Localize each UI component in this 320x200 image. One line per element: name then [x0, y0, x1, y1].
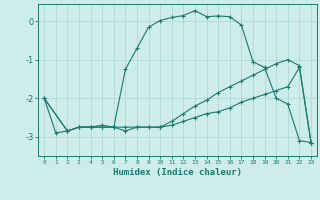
X-axis label: Humidex (Indice chaleur): Humidex (Indice chaleur): [113, 168, 242, 177]
